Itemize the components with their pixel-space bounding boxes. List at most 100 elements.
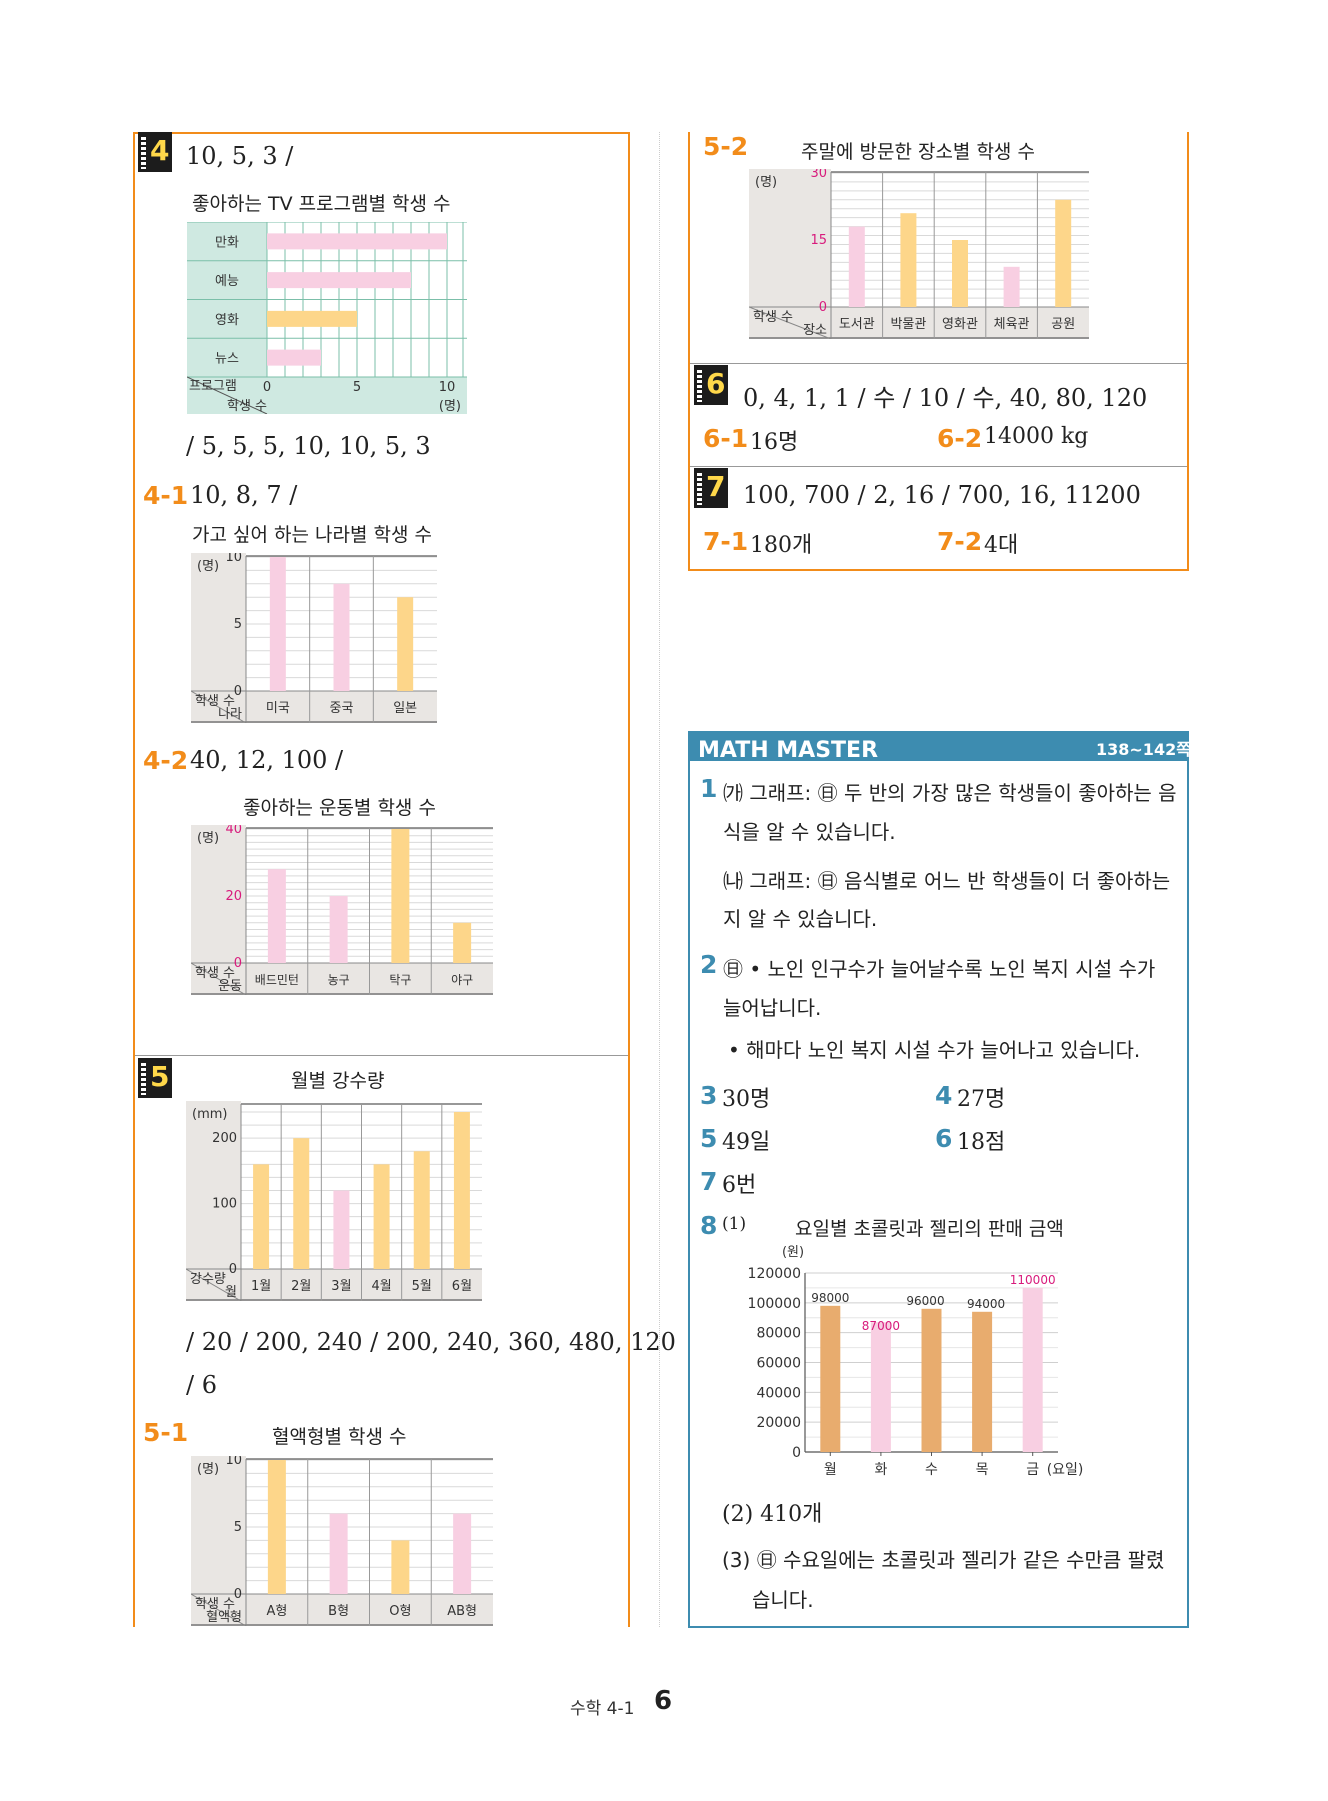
problem-5-answer-2: / 6	[186, 1371, 217, 1399]
bar-금	[1022, 1287, 1043, 1452]
tick-label: 60000	[756, 1356, 801, 1372]
tick-label: 5	[234, 617, 242, 632]
mm-q6-number: 6	[935, 1124, 953, 1153]
tick-label: 120000	[748, 1266, 801, 1282]
mm-q2-line3: • 해마다 노인 복지 시설 수가 늘어나고 있습니다.	[728, 1038, 1141, 1062]
problem-4-1-answer: 10, 8, 7 /	[190, 481, 298, 509]
problem-7-answer: 100, 700 / 2, 16 / 700, 16, 11200	[743, 481, 1141, 509]
problem-6-1-label: 6-1	[703, 424, 749, 453]
problem-5-2-chart-title: 주말에 방문한 장소별 학생 수	[801, 141, 1035, 163]
mm-q1-number: 1	[700, 774, 718, 803]
category-label: 4월	[371, 1279, 391, 1294]
tick-label: 10	[225, 1456, 242, 1468]
y-axis-title: 학생 수	[195, 966, 235, 981]
bar-목	[972, 1311, 993, 1452]
mm-q7-number: 7	[700, 1167, 718, 1196]
category-label: 뉴스	[215, 352, 239, 367]
left-column-top	[133, 132, 630, 134]
data-label: 94000	[967, 1297, 1005, 1311]
bar-중국	[333, 583, 350, 691]
category-label: 배드민턴	[255, 973, 299, 987]
left-column-border-right	[628, 132, 630, 1627]
bar-수	[921, 1308, 942, 1452]
unit-label: (명)	[197, 1462, 219, 1477]
corner-diagonal	[186, 1268, 242, 1301]
category-label: B형	[328, 1604, 349, 1619]
category-label: 3월	[331, 1279, 351, 1294]
problem-7-2-answer: 4대	[984, 533, 1019, 558]
tick-label: 0	[263, 380, 271, 395]
problem-4-1-chart-title: 가고 싶어 하는 나라별 학생 수	[192, 524, 432, 546]
bar-2월	[293, 1138, 310, 1269]
data-label: 98000	[811, 1291, 849, 1305]
data-label: 110000	[1010, 1273, 1056, 1287]
data-label: 87000	[862, 1319, 900, 1333]
category-label: 2월	[291, 1279, 311, 1294]
corner-diagonal	[749, 306, 832, 339]
bar-6월	[453, 1112, 470, 1269]
bar-AB형	[453, 1513, 472, 1594]
problem-7-2-label: 7-2	[937, 527, 983, 556]
tick-label: 30	[810, 169, 827, 181]
unit-label: (mm)	[192, 1107, 227, 1122]
tick-label: 40000	[756, 1385, 801, 1401]
math-master-header	[690, 733, 1187, 761]
axis-panel	[191, 553, 246, 723]
mm-q2-number: 2	[700, 950, 718, 979]
tick-label: 0	[819, 300, 827, 315]
axis-panel	[749, 169, 831, 339]
category-label: 야구	[451, 973, 473, 987]
unit-label: (원)	[782, 1245, 804, 1260]
problem-6-1-answer: 16명	[750, 430, 799, 455]
bar-예능	[267, 272, 411, 289]
data-label: 96000	[906, 1294, 944, 1308]
category-label: 박물관	[890, 317, 926, 332]
problem-4-1-label: 4-1	[143, 481, 189, 510]
y-axis-title: 학생 수	[195, 694, 235, 709]
bar-3월	[333, 1190, 350, 1269]
right-top-left-border	[688, 132, 690, 570]
category-label: 화	[874, 1462, 887, 1478]
mm-q5-number: 5	[700, 1124, 718, 1153]
problem-5-1-label: 5-1	[143, 1418, 189, 1447]
country-chart: 미국 중국 일본 0 5 10 (명) 학생 수나라	[191, 553, 437, 723]
problem-5-1-chart-title: 혈액형별 학생 수	[272, 1426, 407, 1448]
problem-6-2-label: 6-2	[937, 424, 983, 453]
bar-월	[820, 1305, 841, 1452]
category-panel	[187, 222, 267, 414]
problem-5-badge: 5	[138, 1058, 172, 1098]
problem-7-badge: 7	[694, 468, 728, 508]
mm-q7-answer: 6번	[722, 1173, 757, 1198]
category-label: 체육관	[994, 317, 1030, 332]
tick-label: 0	[234, 684, 242, 699]
x-axis-title: 혈액형	[206, 1610, 242, 1625]
category-label: 공원	[1051, 317, 1075, 332]
category-label: O형	[389, 1604, 411, 1619]
axis-panel	[191, 1456, 246, 1626]
mm-q2-line1: ㊐ • 노인 인구수가 늘어날수록 노인 복지 시설 수가	[723, 957, 1156, 981]
tick-label: 0	[234, 956, 242, 971]
bar-만화	[267, 233, 447, 250]
axis-panel	[186, 1101, 241, 1301]
math-master-box	[688, 731, 1189, 1628]
x-axis-title: 학생 수	[227, 399, 267, 414]
tick-label: 10	[439, 380, 456, 395]
category-label: 월	[824, 1462, 837, 1478]
section-divider	[135, 1055, 628, 1056]
problem-4-2-answer: 40, 12, 100 /	[190, 746, 344, 774]
category-label: 중국	[330, 701, 354, 716]
problem-6-badge: 6	[694, 365, 728, 405]
y-axis-title: 학생 수	[753, 310, 793, 325]
mm-q1-b-line2: 지 알 수 있습니다.	[723, 907, 878, 931]
y-axis-title: 강수량	[190, 1272, 226, 1287]
bar-체육관	[1003, 266, 1020, 307]
category-label: 1월	[251, 1279, 271, 1294]
bar-미국	[269, 557, 286, 691]
tick-label: 0	[229, 1262, 237, 1277]
problem-6-answer: 0, 4, 1, 1 / 수 / 10 / 수, 40, 80, 120	[743, 384, 1148, 412]
category-label: 수	[925, 1462, 938, 1478]
mm-q8-part3-line1: (3) ㊐ 수요일에는 초콜릿과 젤리가 같은 수만큼 팔렸	[722, 1548, 1165, 1572]
